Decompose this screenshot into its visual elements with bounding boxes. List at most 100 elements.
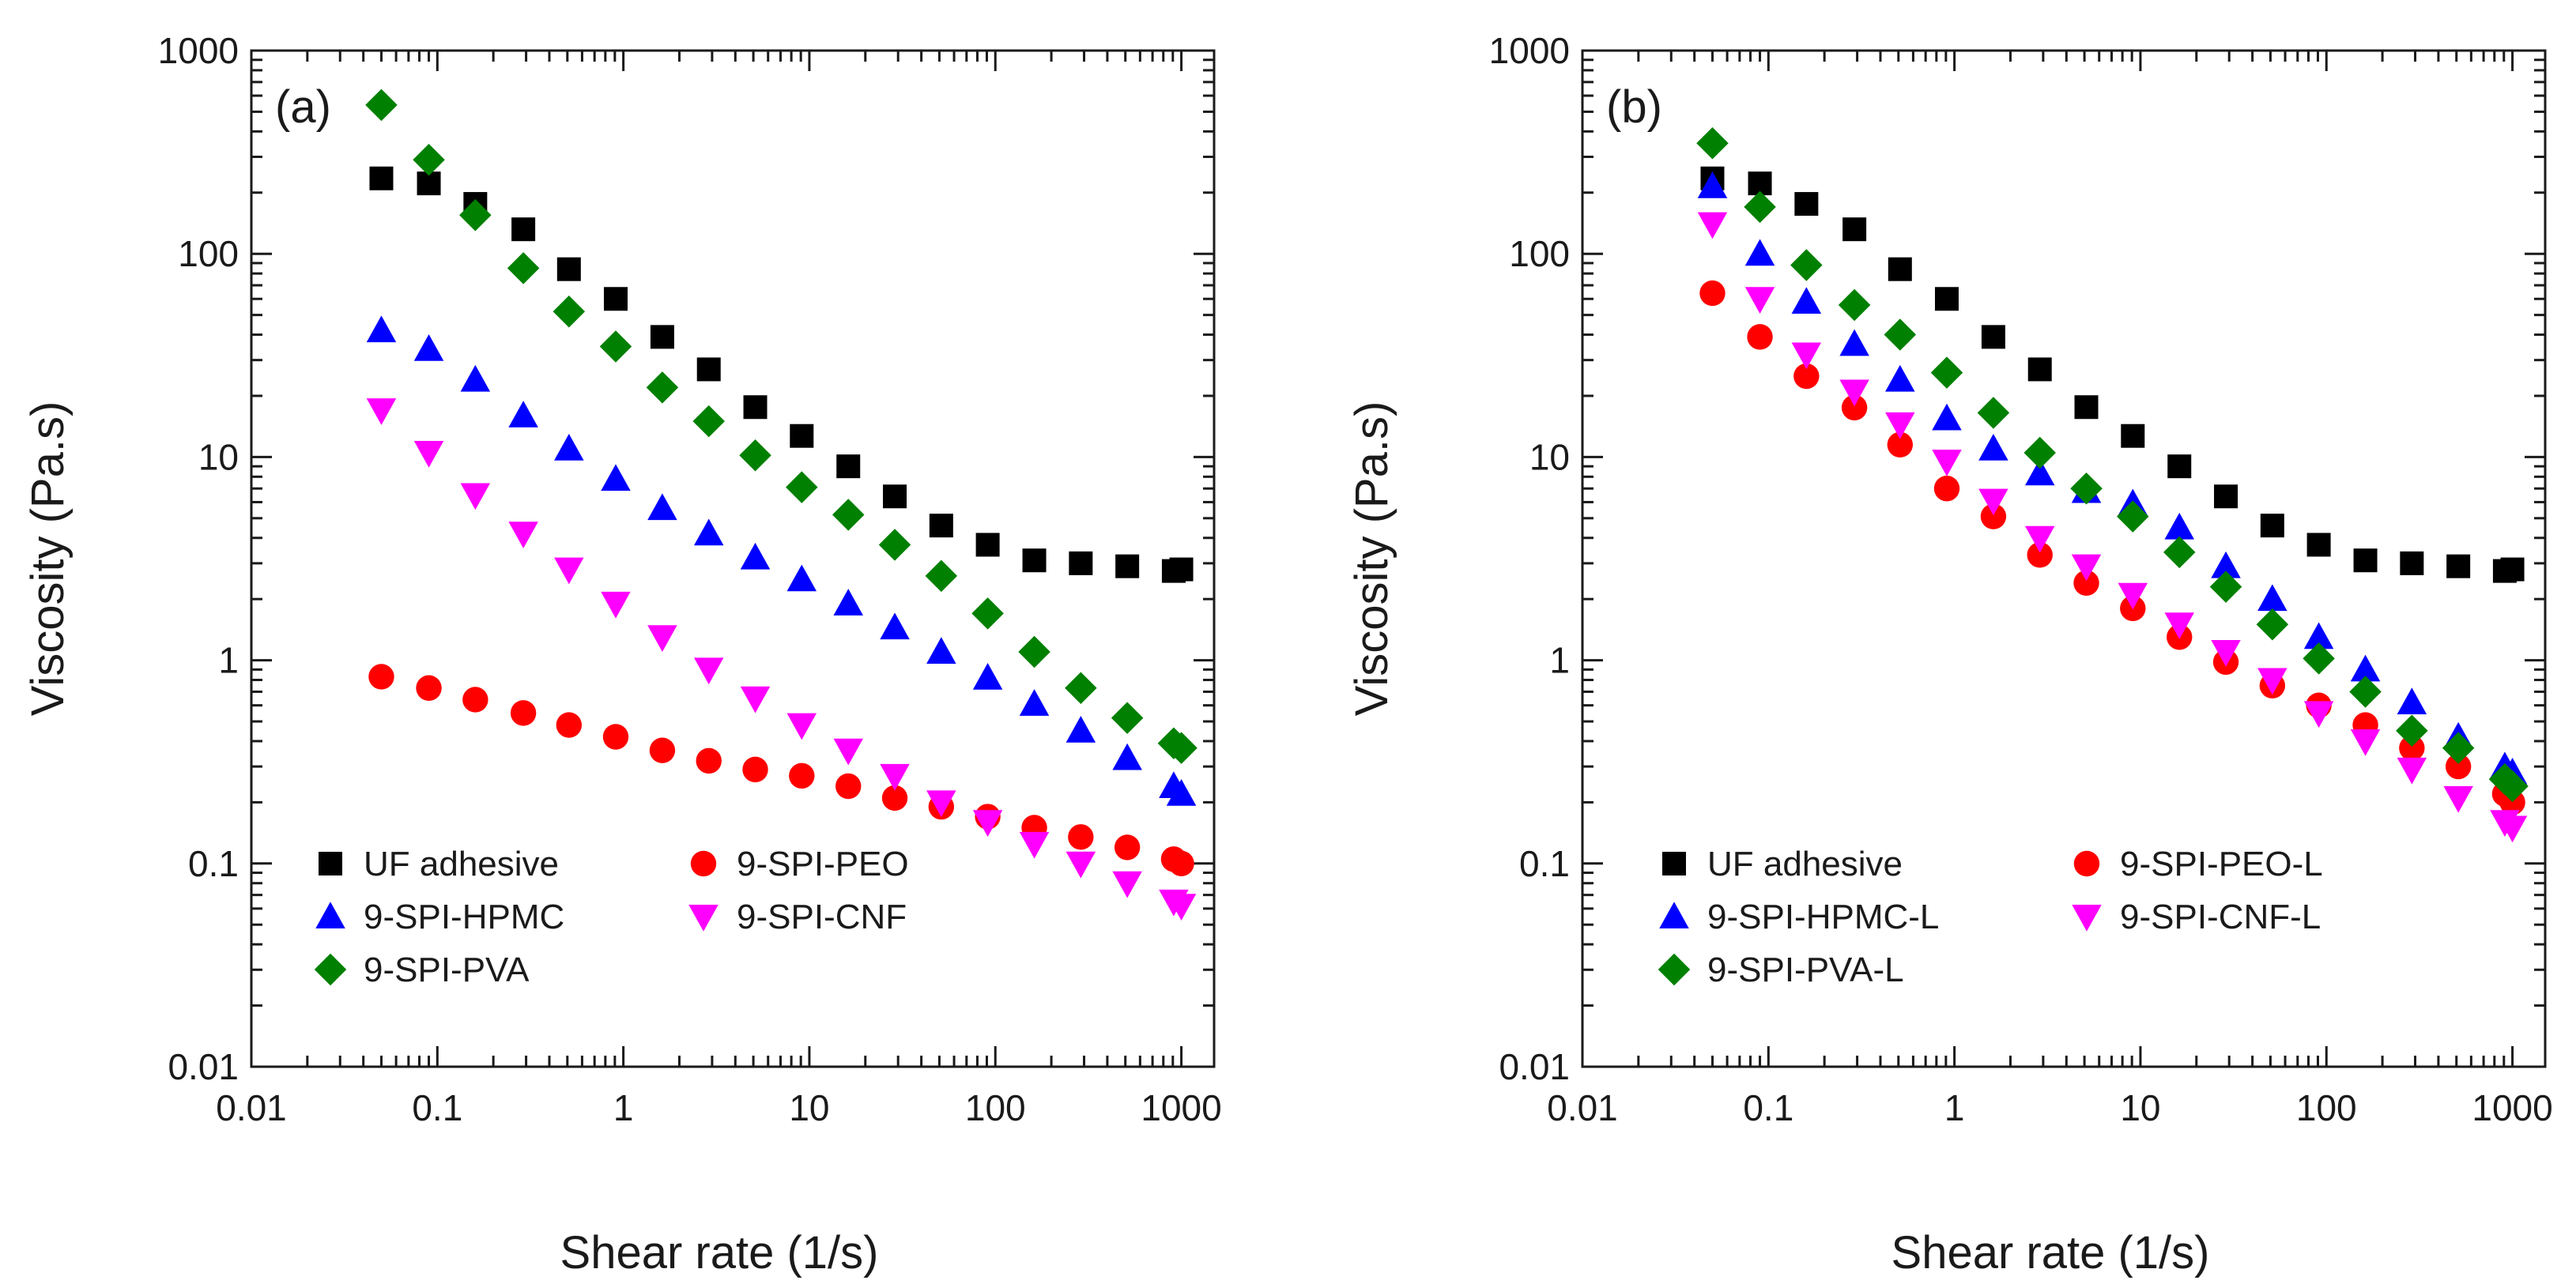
data-point-uf-adhesive <box>556 257 581 281</box>
data-point-9-spi-peo-l <box>2399 735 2425 761</box>
data-point-9-spi-hpmc-l <box>1697 171 1728 198</box>
y-tick-label: 0.1 <box>188 843 239 884</box>
data-point-9-spi-cnf-l <box>2350 729 2381 756</box>
legend-item-9-spi-hpmc: 9-SPI-HPMC <box>315 898 564 936</box>
data-point-9-spi-peo <box>1068 824 1094 850</box>
data-point-9-spi-pva <box>1018 635 1050 668</box>
series-9-spi-hpmc-l <box>1697 171 2528 785</box>
data-point-9-spi-cnf <box>554 557 584 585</box>
series-9-spi-cnf <box>366 398 1197 921</box>
data-point-9-spi-pva <box>878 529 911 561</box>
data-point-9-spi-cnf-l <box>2024 525 2055 553</box>
plot-frame-a <box>250 49 1216 1068</box>
y-tick-label: 100 <box>1509 233 1570 274</box>
data-point-9-spi-pva <box>413 144 445 176</box>
legend-item-uf-adhesive: UF adhesive <box>1662 845 1903 883</box>
legend-a: UF adhesive 9-SPI-PEO 9-SPI-HPMC 9-SPI-CNF 9… <box>314 845 909 989</box>
data-point-9-spi-hpmc-l <box>2303 622 2334 650</box>
series-9-spi-pva-l <box>1696 127 2529 803</box>
data-point-9-spi-pva <box>599 330 632 363</box>
data-point-9-spi-cnf-l <box>1791 342 1822 370</box>
data-point-9-spi-cnf-l <box>2257 668 2287 695</box>
data-point-9-spi-hpmc <box>833 589 863 616</box>
data-points-a <box>365 88 1197 921</box>
data-point-9-spi-pva <box>365 88 398 122</box>
data-point-uf-adhesive <box>836 454 861 479</box>
y-ticks-a: 0.01 0.1 1 10 100 1000 <box>158 30 1214 1087</box>
legend-label: 9-SPI-PEO-L <box>2120 845 2323 883</box>
data-point-uf-adhesive <box>1069 551 1093 575</box>
data-point-9-spi-cnf-l <box>2164 612 2194 640</box>
data-point-9-spi-cnf <box>366 398 397 425</box>
legend-item-9-spi-peo-l: 9-SPI-PEO-L <box>2073 845 2323 883</box>
legend-b: UF adhesive 9-SPI-PEO-L 9-SPI-HPMC-L 9-SPI-… <box>1658 845 2323 989</box>
legend-marker-9-spi-pva <box>314 953 347 986</box>
panel-label-a: (a) <box>275 81 331 133</box>
x-tick-label: 1 <box>613 1087 634 1128</box>
data-point-9-spi-cnf-l <box>1885 412 1915 439</box>
x-ticks-b: 0.01 0.1 1 10 100 1000 <box>1547 51 2553 1128</box>
data-point-9-spi-pva-l <box>2117 500 2149 533</box>
legend-marker-9-spi-peo-l <box>2073 850 2100 877</box>
data-point-9-spi-cnf-l <box>2303 701 2334 729</box>
data-point-9-spi-cnf-l <box>1978 488 2008 516</box>
x-axis-title-a: Shear rate (1/s) <box>560 1227 879 1278</box>
data-point-9-spi-pva-l <box>1884 318 1917 351</box>
data-point-9-spi-peo-l <box>1747 324 1773 350</box>
data-point-9-spi-cnf-l <box>2071 554 2102 582</box>
data-point-uf-adhesive <box>2306 533 2331 557</box>
data-point-9-spi-hpmc-l <box>2350 654 2381 682</box>
data-point-9-spi-cnf-l <box>1697 212 1728 239</box>
legend-marker-9-spi-hpmc-l <box>1659 902 1689 928</box>
legend-label: UF adhesive <box>364 845 559 883</box>
data-point-9-spi-cnf-l <box>2397 757 2427 785</box>
y-ticks-b: 0.01 0.1 1 10 100 1000 <box>1489 30 2545 1087</box>
legend-item-uf-adhesive: UF adhesive <box>319 845 559 883</box>
data-point-9-spi-peo-l <box>1933 476 1960 502</box>
data-point-9-spi-hpmc-l <box>2164 512 2194 540</box>
data-point-9-spi-peo <box>556 712 583 738</box>
x-tick-label: 1 <box>1944 1087 1965 1128</box>
data-point-uf-adhesive <box>2446 554 2471 578</box>
chart-panel-a: Shear rate (1/s) Viscosity (Pa.s) (a) 0.… <box>22 30 1222 1278</box>
data-point-9-spi-hpmc-l <box>1839 329 1869 356</box>
data-point-9-spi-peo <box>1114 834 1141 860</box>
data-point-9-spi-pva-l <box>1977 397 2010 429</box>
data-point-9-spi-peo <box>1168 850 1194 877</box>
data-point-9-spi-pva-l <box>2023 436 2056 469</box>
x-tick-label: 10 <box>789 1087 829 1128</box>
data-point-uf-adhesive <box>1934 287 1959 311</box>
data-point-uf-adhesive <box>2027 357 2052 382</box>
data-point-9-spi-peo-l <box>1980 503 2007 529</box>
data-point-uf-adhesive <box>2500 557 2525 582</box>
y-tick-label: 10 <box>198 436 239 477</box>
data-point-9-spi-cnf-l <box>1744 287 1775 314</box>
data-point-9-spi-hpmc <box>601 464 631 491</box>
legend-label: 9-SPI-CNF <box>737 898 907 936</box>
data-point-9-spi-pva <box>971 597 1004 630</box>
data-point-9-spi-peo <box>602 724 629 750</box>
series-9-spi-pva <box>365 88 1197 764</box>
chart-panel-b: Shear rate (1/s) Viscosity (Pa.s) (b) 0.… <box>1346 30 2553 1278</box>
data-point-9-spi-cnf <box>1112 871 1142 898</box>
legend-marker-9-spi-cnf <box>688 905 718 932</box>
data-point-9-spi-pva <box>1165 732 1197 764</box>
data-point-uf-adhesive <box>2353 548 2378 573</box>
data-point-9-spi-pva-l <box>1696 127 1729 160</box>
legend-label: 9-SPI-HPMC-L <box>1707 898 1939 936</box>
data-point-9-spi-peo <box>416 675 442 701</box>
data-point-9-spi-pva <box>739 439 771 472</box>
y-tick-label: 100 <box>178 233 239 274</box>
data-point-9-spi-hpmc <box>460 364 491 392</box>
data-point-9-spi-hpmc-l <box>1791 287 1822 314</box>
data-point-9-spi-pva-l <box>1838 288 1871 322</box>
y-axis-title-b: Viscosity (Pa.s) <box>1346 401 1397 717</box>
y-tick-label: 10 <box>1529 436 1570 477</box>
data-point-9-spi-cnf <box>1065 851 1096 879</box>
data-point-9-spi-hpmc-l <box>2257 584 2287 612</box>
data-point-9-spi-hpmc-l <box>1932 403 1962 431</box>
data-point-uf-adhesive <box>2074 395 2099 420</box>
y-tick-label: 0.01 <box>168 1046 239 1087</box>
data-point-9-spi-cnf <box>460 483 491 510</box>
